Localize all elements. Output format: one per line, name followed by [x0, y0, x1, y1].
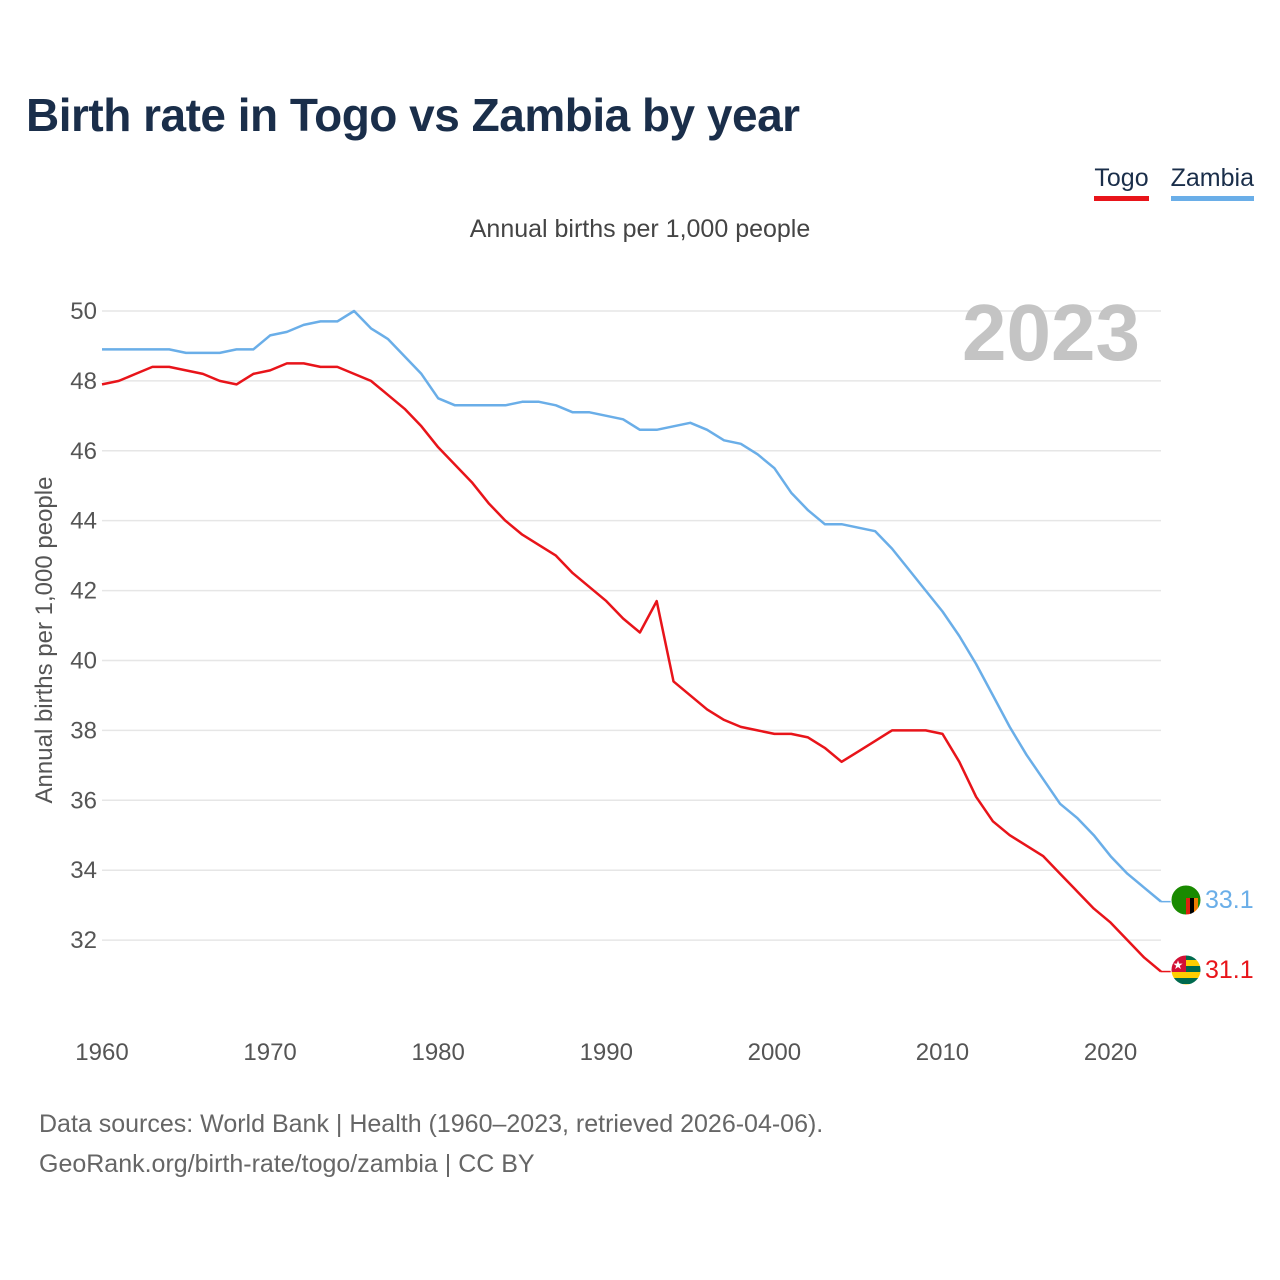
x-tick-label: 1970	[243, 1039, 296, 1066]
zambia-flag-icon	[1170, 884, 1202, 916]
chart-subtitle: Annual births per 1,000 people	[469, 215, 811, 243]
svg-text:★: ★	[1173, 958, 1184, 972]
y-axis-label: Annual births per 1,000 people	[31, 477, 58, 804]
y-tick-label: 38	[70, 717, 97, 744]
footer-sources: Data sources: World Bank | Health (1960–…	[39, 1110, 824, 1138]
x-tick-label: 2010	[916, 1039, 969, 1066]
y-tick-label: 48	[70, 368, 97, 395]
x-tick-label: 1980	[411, 1039, 464, 1066]
togo-flag-icon: ★	[1170, 954, 1202, 986]
series-line-togo[interactable]	[101, 362, 1162, 973]
legend-item-zambia[interactable]: Zambia	[1170, 164, 1254, 201]
legend-item-togo[interactable]: Togo	[1094, 164, 1149, 201]
series-line-zambia[interactable]	[102, 309, 1162, 903]
end-value-togo: 31.1	[1205, 956, 1254, 984]
y-tick-label: 34	[70, 857, 97, 884]
end-value-zambia: 33.1	[1205, 886, 1254, 914]
x-tick-label: 1990	[580, 1039, 633, 1066]
footer-link[interactable]: GeoRank.org/birth-rate/togo/zambia | CC …	[39, 1150, 535, 1178]
chart-title: Birth rate in Togo vs Zambia by year	[26, 89, 800, 141]
y-tick-label: 32	[70, 927, 97, 954]
x-tick-label: 2020	[1084, 1039, 1137, 1066]
y-tick-label: 44	[70, 508, 97, 535]
footer: Data sources: World Bank | Health (1960–…	[39, 1104, 823, 1184]
y-tick-label: 40	[70, 647, 97, 674]
year-label: 2023	[962, 288, 1140, 377]
legend: Togo Zambia	[1094, 164, 1254, 201]
x-tick-label: 2000	[748, 1039, 801, 1066]
y-tick-label: 42	[70, 578, 97, 605]
y-tick-label: 36	[70, 787, 97, 814]
x-tick-label: 1960	[75, 1039, 128, 1066]
y-tick-label: 46	[70, 438, 97, 465]
y-tick-label: 50	[70, 298, 97, 325]
